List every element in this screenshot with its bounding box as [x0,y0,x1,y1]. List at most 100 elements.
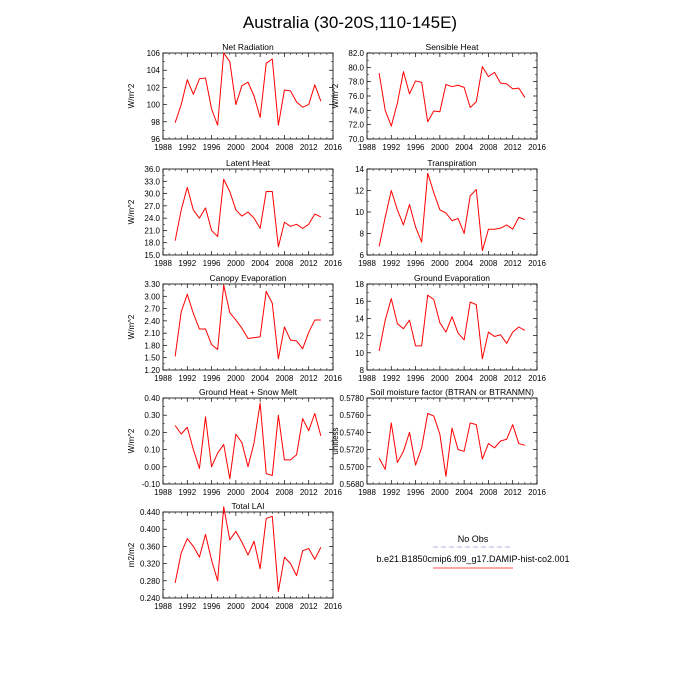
x-tick-label: 2004 [251,602,269,611]
x-tick-label: 2008 [276,143,294,152]
y-tick-label: 18.0 [144,239,160,248]
x-tick-label: 2012 [300,143,318,152]
y-tick-label: 0.320 [140,560,161,569]
x-tick-label: 1996 [203,259,221,268]
x-tick-label: 1988 [154,602,172,611]
x-tick-label: 2016 [324,602,342,611]
x-tick-label: 2016 [528,374,546,383]
plot-frame [366,168,538,256]
x-tick-label: 1988 [358,374,376,383]
y-tick-label: 102 [147,83,161,92]
y-tick-label: 16 [355,297,364,306]
y-tick-label: 80.0 [348,63,364,72]
y-tick-label: 6 [360,251,365,260]
x-tick-label: 2008 [480,143,498,152]
y-tick-label: 0.00 [144,463,160,472]
x-tick-label: 2012 [300,602,318,611]
panel-title-latent-heat: Latent Heat [226,158,271,168]
y-tick-label: 18 [355,280,364,289]
y-tick-label: 0.30 [144,411,160,420]
y-tick-label: 33.0 [144,177,160,186]
y-axis-label: W/m^2 [127,428,136,453]
y-tick-label: 2.10 [144,329,160,338]
x-tick-label: 2004 [251,143,269,152]
y-tick-label: 21.0 [144,226,160,235]
x-tick-label: 2016 [324,259,342,268]
x-tick-label: 2008 [276,259,294,268]
y-tick-label: 1.50 [144,354,160,363]
panel-ground-evaporation: Ground Evaporation 1988 1992 1996 2000 2004 20… [355,273,546,383]
x-tick-label: 2000 [227,602,245,611]
panel-net-radiation: Net Radiation 1988 1992 1996 2000 2004 2008 201… [127,42,342,152]
x-tick-label: 1988 [358,259,376,268]
x-tick-label: 2008 [480,259,498,268]
x-tick-label: 1992 [178,602,196,611]
x-tick-label: 2012 [300,259,318,268]
plot-frame [366,283,538,371]
y-tick-label: 0.5760 [340,411,365,420]
x-tick-label: 2000 [431,143,449,152]
x-tick-label: 1988 [154,374,172,383]
y-tick-label: 10 [355,208,364,217]
x-tick-label: 2004 [455,488,473,497]
panel-title-ground-evaporation: Ground Evaporation [414,273,490,283]
panel-canopy-evaporation: Canopy Evaporation 1988 1992 1996 2000 2004 20… [127,273,342,383]
panel-title-total-lai: Total LAI [231,501,264,511]
panel-title-ground-heat-snow-melt: Ground Heat + Snow Melt [199,387,298,397]
legend-label-model-run: b.e21.B1850cmip6.f09_g17.DAMIP-hist-co2.… [376,554,569,564]
y-tick-label: 0.280 [140,577,161,586]
panel-title-sensible-heat: Sensible Heat [426,42,480,52]
y-tick-label: 8 [360,230,365,239]
x-tick-label: 1996 [203,602,221,611]
legend: No Obs b.e21.B1850cmip6.f09_g17.DAMIP-hi… [376,534,570,569]
y-tick-label: 10 [355,349,364,358]
x-tick-label: 1996 [407,143,425,152]
y-tick-label: 30.0 [144,190,160,199]
x-tick-label: 1992 [382,488,400,497]
y-tick-label: 3.30 [144,280,160,289]
y-tick-label: 0.5740 [340,428,365,437]
y-axis-label: m2/m2 [127,542,136,567]
y-tick-label: 78.0 [348,78,364,87]
series-line-ground-evaporation [378,294,526,360]
y-tick-label: 2.70 [144,305,160,314]
y-tick-label: 14 [355,165,364,174]
panel-title-soil-moisture-factor-btran-or-btranmn: Soil moisture factor (BTRAN or BTRANMN) [370,387,534,397]
x-tick-label: 2012 [504,374,522,383]
series-line-transpiration [378,172,526,252]
x-tick-label: 2016 [528,143,546,152]
x-tick-label: 2016 [528,488,546,497]
series-line-ground-heat-snow-melt [174,402,322,480]
x-tick-label: 1996 [407,374,425,383]
x-tick-label: 2008 [276,488,294,497]
x-tick-label: 2012 [300,488,318,497]
x-tick-label: 2000 [227,488,245,497]
y-tick-label: 0.5700 [340,463,365,472]
y-tick-label: 0.5780 [340,394,365,403]
y-tick-label: 0.10 [144,446,160,455]
series-line-latent-heat [174,178,322,248]
y-tick-label: 82.0 [348,49,364,58]
x-tick-label: 2000 [227,259,245,268]
y-tick-label: 14 [355,314,364,323]
x-tick-label: 1992 [382,374,400,383]
y-tick-label: 3.00 [144,292,160,301]
y-tick-label: 0.40 [144,394,160,403]
x-tick-label: 2004 [455,143,473,152]
panel-latent-heat: Latent Heat 1988 1992 1996 2000 2004 2008 2012 2… [127,158,342,268]
x-tick-label: 2004 [455,374,473,383]
y-tick-label: 96 [151,135,160,144]
x-tick-label: 2016 [324,374,342,383]
panel-title-canopy-evaporation: Canopy Evaporation [209,273,286,283]
x-tick-label: 1988 [358,488,376,497]
x-tick-label: 1992 [178,259,196,268]
x-tick-label: 2000 [227,143,245,152]
y-axis-label: W/m^2 [127,83,136,108]
x-tick-label: 2012 [300,374,318,383]
panel-total-lai: Total LAI 1988 1992 1996 2000 2004 2008 2012 201… [127,501,342,611]
x-tick-label: 2004 [251,259,269,268]
y-axis-label: W/m^2 [331,83,340,108]
x-tick-label: 1992 [382,259,400,268]
y-tick-label: 106 [147,49,161,58]
